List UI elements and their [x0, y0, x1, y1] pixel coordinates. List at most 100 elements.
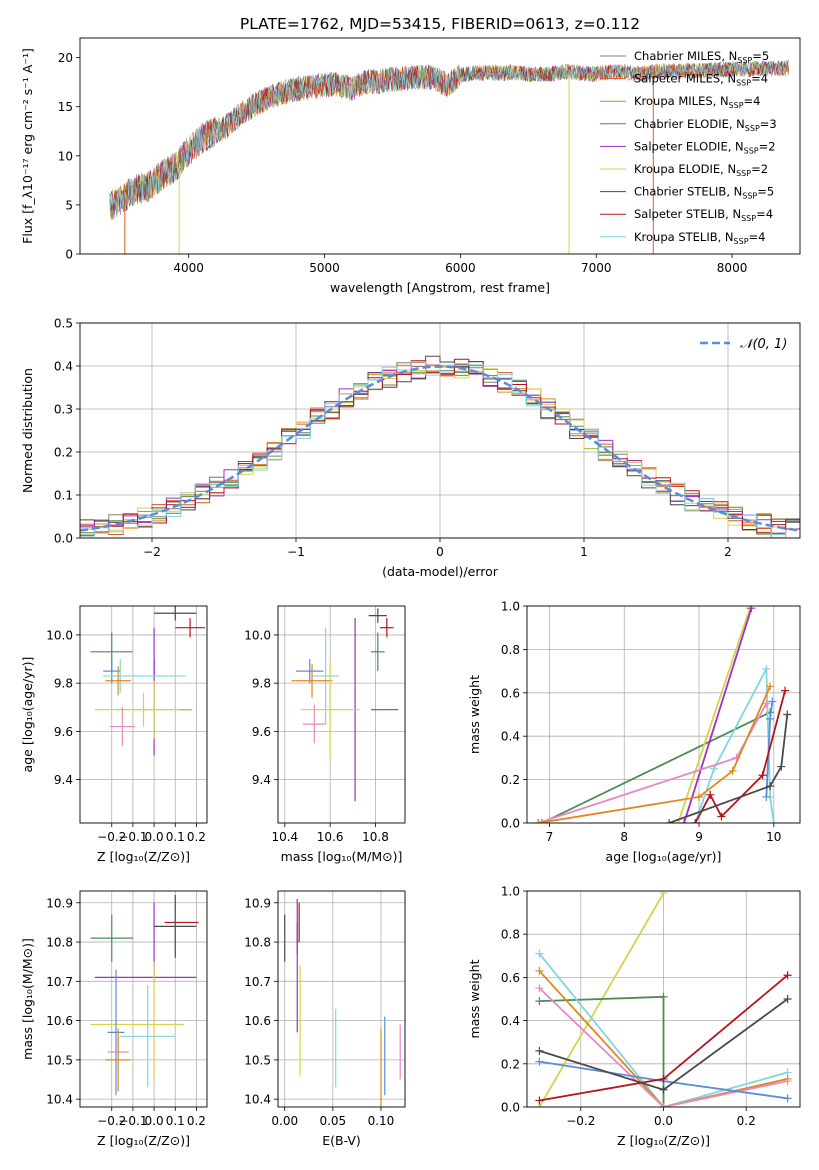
y-axis-label: Normed distribution — [20, 368, 35, 493]
series-marker — [781, 686, 790, 695]
series-marker — [659, 1103, 668, 1107]
series-line — [538, 892, 665, 1107]
plot-area — [291, 608, 399, 802]
x-tick-label: −0.1 — [118, 1114, 147, 1128]
series-marker — [659, 891, 668, 898]
y-tick-label: 10.4 — [46, 1093, 73, 1107]
series-line — [538, 685, 771, 823]
series-marker — [717, 812, 726, 821]
error-bar-point — [107, 969, 125, 1096]
error-bar-point — [115, 680, 193, 739]
panel-age_vs_mass: 10.4 10.6 10.8 9.4 9.6 9.8 10.0 mass [log₁₀(M/M… — [244, 605, 406, 864]
x-tick-label: 0.1 — [166, 1114, 185, 1128]
y-tick-label: 9.4 — [54, 773, 73, 787]
series-marker — [659, 1074, 668, 1083]
x-tick-label: 7000 — [581, 261, 612, 275]
legend-label: Chabrier MILES, NSSP=5 — [634, 49, 769, 65]
y-tick-label: 0.2 — [501, 1057, 520, 1071]
y-axis-label: mass weight — [467, 675, 482, 754]
series-line — [538, 953, 788, 1107]
y-tick-label: 10.9 — [46, 896, 73, 910]
panel-residuals: −2 −1 0 1 2 0.0 0.1 0.2 0.3 0.4 0.5 (data-model)/er… — [20, 317, 801, 579]
series-marker — [758, 771, 767, 780]
plot-area — [284, 898, 401, 1107]
x-tick-label: 2 — [724, 545, 732, 559]
series-line — [668, 714, 789, 823]
y-tick-label: 9.6 — [252, 725, 271, 739]
series-marker — [535, 984, 544, 993]
series-marker — [535, 1046, 544, 1055]
plot-area — [534, 606, 792, 823]
series-marker — [535, 1057, 544, 1066]
series-marker — [762, 664, 771, 673]
x-axis-label: wavelength [Angstrom, rest frame] — [330, 280, 550, 295]
x-tick-label: 0.05 — [319, 1114, 346, 1128]
x-tick-label: 8000 — [717, 261, 748, 275]
series-marker — [769, 819, 778, 823]
y-tick-label: 10.4 — [244, 1093, 271, 1107]
y-tick-label: 10.0 — [244, 628, 271, 642]
error-bar-point — [120, 985, 176, 1088]
y-tick-label: 20 — [58, 51, 73, 65]
plot-area — [535, 891, 792, 1107]
x-tick-label: 0.0 — [145, 830, 164, 844]
y-tick-label: 10 — [58, 149, 73, 163]
y-tick-label: 0.4 — [501, 730, 520, 744]
x-tick-label: 0.00 — [271, 1114, 298, 1128]
y-tick-label: 10.9 — [244, 896, 271, 910]
x-tick-label: −0.1 — [118, 830, 147, 844]
series-line — [538, 970, 788, 1107]
panel-age_vs_z: −0.2−0.10.0 0.1 0.2 9.4 9.6 9.8 10.0 Z [log₁₀(Z… — [20, 605, 208, 864]
grid — [80, 891, 207, 1107]
y-tick-label: 10.5 — [244, 1053, 271, 1067]
y-axis-label: mass [log₁₀(M/M⊙)] — [20, 938, 35, 1060]
error-bar-point — [105, 666, 131, 696]
y-tick-label: 1.0 — [501, 600, 520, 614]
y-tick-label: 15 — [58, 100, 73, 114]
y-tick-label: 0.0 — [54, 532, 73, 546]
series-marker — [535, 966, 544, 975]
x-tick-label: 8 — [620, 830, 628, 844]
y-tick-label: 10.7 — [244, 975, 271, 989]
series-marker — [695, 792, 704, 801]
series-marker — [783, 995, 792, 1003]
y-tick-label: 0.4 — [54, 360, 73, 374]
x-tick-label: 0.1 — [166, 830, 185, 844]
legend-label: Chabrier STELIB, NSSP=5 — [634, 185, 774, 201]
series-marker — [762, 792, 771, 801]
histogram-step — [80, 361, 800, 538]
panel-weight_vs_age: 7 8 9 10 0.0 0.2 0.4 0.6 0.8 1.0 age [log₁₀(age/yr… — [467, 600, 801, 864]
spectrum-line — [109, 60, 790, 218]
y-tick-label: 0.6 — [501, 686, 520, 700]
series-marker — [728, 766, 737, 775]
panel-mass_vs_ebv: 0.00 0.05 0.10 10.4 10.5 10.6 10.7 10.8 10.9 E(B-… — [244, 890, 406, 1148]
legend-label: Salpeter STELIB, NSSP=4 — [634, 207, 773, 223]
plot-area — [90, 894, 199, 1096]
y-tick-label: 0.3 — [54, 403, 73, 417]
legend-label: Kroupa ELODIE, NSSP=2 — [634, 162, 768, 178]
legend: Chabrier MILES, NSSP=5 Salpeter MILES, NS… — [600, 49, 777, 246]
figure-title: PLATE=1762, MJD=53415, FIBERID=0613, z=0… — [240, 15, 640, 33]
y-tick-label: 10.8 — [244, 936, 271, 950]
legend-label: Kroupa MILES, NSSP=4 — [634, 94, 760, 110]
error-bar-point — [109, 707, 136, 746]
error-bar-point — [312, 627, 340, 725]
x-tick-label: 5000 — [309, 261, 340, 275]
y-tick-label: 10.0 — [46, 628, 73, 642]
spectrum-line — [109, 61, 790, 216]
x-axis-label: mass [log₁₀(M/M⊙)] — [281, 849, 403, 864]
x-tick-label: −2 — [143, 545, 161, 559]
x-tick-label: 0.2 — [737, 1114, 756, 1128]
series-marker — [762, 699, 771, 708]
x-axis-label: Z [log₁₀(Z/Z⊙)] — [97, 849, 190, 864]
x-tick-label: 7 — [546, 830, 554, 844]
y-axis-label: Flux [f_λ10⁻¹⁷ erg cm⁻² s⁻¹ A⁻¹] — [20, 48, 35, 244]
grid — [527, 605, 800, 824]
x-tick-label: 9 — [695, 830, 703, 844]
panel-weight_vs_z: −0.2 0.0 0.2 0.0 0.2 0.4 0.6 0.8 1.0 Z [log₁₀(Z/Z… — [467, 885, 801, 1148]
error-bar-point — [370, 632, 385, 672]
histogram-step — [80, 355, 800, 531]
x-axis-label: (data-model)/error — [382, 564, 499, 579]
y-tick-label: 9.6 — [54, 725, 73, 739]
error-bar-point — [154, 606, 197, 621]
